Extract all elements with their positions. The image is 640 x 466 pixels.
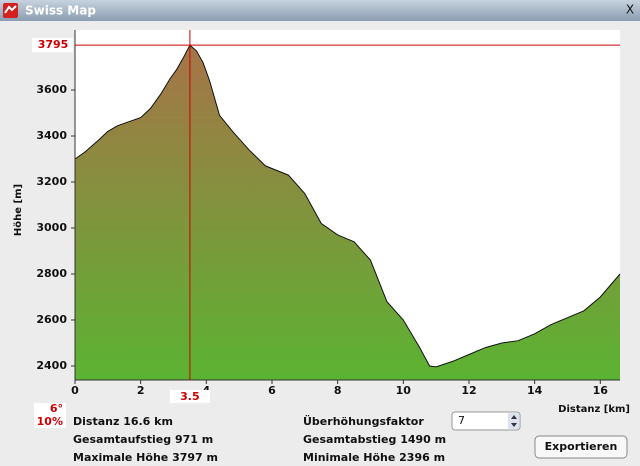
stat-text: Maximale Höhe 3797 m: [73, 451, 218, 464]
spinner-arrows: [511, 415, 517, 427]
y-axis-label: Höhe [m]: [13, 184, 24, 236]
x-axis-label: Distanz [km]: [558, 404, 630, 415]
y-tick-label: 2800: [36, 267, 67, 280]
factor-value: 7: [458, 414, 465, 427]
cursor-x-box: [169, 390, 210, 403]
x-tick-label: 16: [593, 384, 609, 397]
export-button-label: Exportieren: [545, 440, 618, 453]
x-tick-label: 0: [71, 384, 79, 397]
y-tick-label: 2400: [36, 359, 67, 372]
x-tick-label: 14: [527, 384, 543, 397]
stat-text: Gesamtabstieg 1490 m: [303, 433, 446, 446]
elevation-line: [74, 44, 621, 368]
title-bar: [0, 0, 640, 21]
x-tick-label: 8: [334, 384, 342, 397]
window-title: Swiss Map: [25, 4, 96, 18]
close-button[interactable]: X: [626, 3, 634, 17]
factor-label: Überhöhungsfaktor: [303, 414, 424, 428]
x-tick-label: 2: [137, 384, 145, 397]
x-tick-label: 10: [396, 384, 412, 397]
y-tick-label: 2600: [36, 313, 67, 326]
factor-select[interactable]: [451, 411, 521, 431]
y-tick-label: 3400: [36, 129, 67, 142]
y-tick-label: 3200: [36, 175, 67, 188]
slope-degrees: 6°: [50, 402, 63, 415]
y-tick-label: 3000: [36, 221, 67, 234]
app-icon-glyph: [4, 5, 17, 14]
slope-percent: 10%: [37, 415, 63, 428]
spinner[interactable]: [508, 413, 519, 429]
stat-text: Gesamtaufstieg 971 m: [73, 433, 213, 446]
cursor-y-box: [32, 38, 73, 53]
slope-box: [34, 403, 66, 428]
app-icon: [3, 3, 18, 18]
stat-text: Distanz 16.6 km: [73, 415, 173, 428]
cursor-x-label: 3.5: [180, 390, 200, 403]
y-tick-label: 3600: [36, 83, 67, 96]
cursor-y-label: 3795: [38, 38, 69, 51]
x-tick-label: 6: [268, 384, 276, 397]
export-button[interactable]: [534, 435, 628, 459]
x-tick-label: 12: [461, 384, 476, 397]
elevation-area: [75, 45, 620, 380]
stat-text: Minimale Höhe 2396 m: [303, 451, 445, 464]
